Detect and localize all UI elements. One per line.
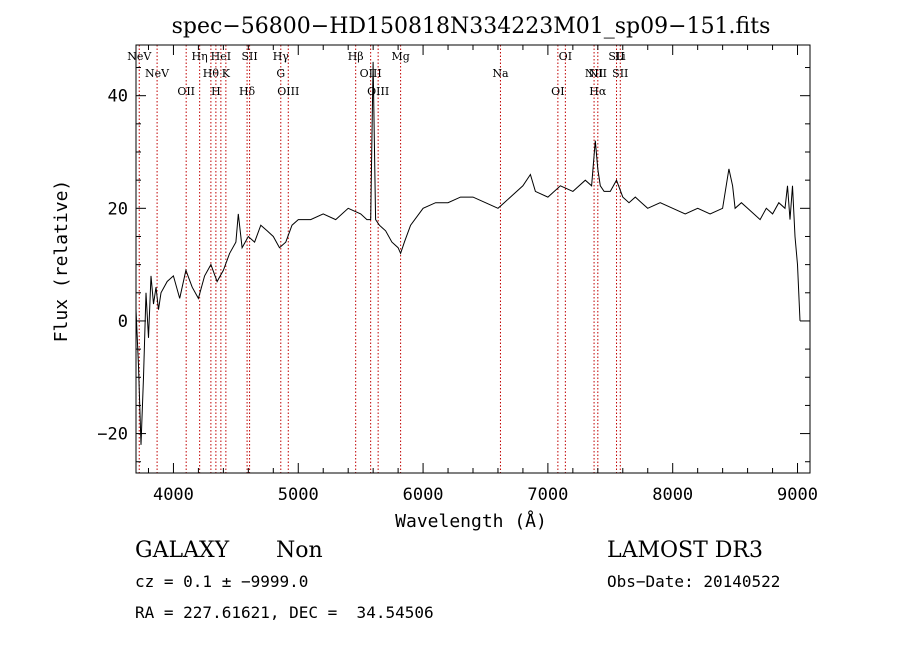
line-marker-label: Na <box>492 67 509 80</box>
line-marker-label: K <box>222 67 231 80</box>
line-marker-label: Hβ <box>348 50 364 63</box>
coordinates-text: RA = 227.61621, DEC = 34.54506 <box>135 603 434 622</box>
line-marker-label: G <box>276 67 285 80</box>
axes: 4000 5000 6000 7000 8000 9000 −20 0 20 40 <box>97 45 818 505</box>
obs-date-text: Obs−Date: 20140522 <box>607 572 781 591</box>
x-tick-label: 9000 <box>777 485 818 505</box>
line-marker-label: NII <box>589 67 607 80</box>
line-marker-label: HeI <box>211 50 231 63</box>
line-marker-label: Hθ <box>203 67 220 80</box>
emission-line-markers: NeV NeV OII Hη Hθ H HeI K Hδ SII G Hγ OIII Hβ OIII OIII… <box>127 45 628 473</box>
redshift-text: cz = 0.1 ± −9999.0 <box>135 572 309 591</box>
line-marker-label: H <box>211 85 221 98</box>
line-marker-label: NeV <box>127 50 152 63</box>
y-axis-label: Flux (relative) <box>51 180 72 343</box>
line-marker-label: OIII <box>277 85 299 98</box>
y-tick-label: 40 <box>108 87 128 107</box>
y-tick-label: 20 <box>108 199 128 219</box>
x-tick-label: 4000 <box>153 485 194 505</box>
line-marker-label: Hη <box>192 50 208 63</box>
y-tick-label: 0 <box>118 312 128 332</box>
x-tick-label: 5000 <box>278 485 319 505</box>
survey-label: LAMOST DR3 <box>607 538 763 563</box>
object-subclass: Non <box>276 538 323 563</box>
line-marker-label: OI <box>551 85 564 98</box>
line-marker-label: OIII <box>367 85 389 98</box>
line-marker-label: Hγ <box>273 50 290 63</box>
y-tick-label: −20 <box>97 425 128 445</box>
line-marker-label: SII <box>241 50 257 63</box>
plot-frame <box>135 44 811 474</box>
x-tick-label: 8000 <box>652 485 693 505</box>
line-marker-label: NII <box>585 67 603 80</box>
spectrum-series <box>135 61 801 445</box>
line-marker-label: Hα <box>589 85 607 98</box>
line-marker-label: NeV <box>145 67 170 80</box>
line-marker-label: SII <box>612 67 628 80</box>
line-marker-label: Li <box>615 50 626 63</box>
line-marker-label: Mg <box>391 50 409 63</box>
line-marker-label: OIII <box>360 67 382 80</box>
x-tick-label: 7000 <box>527 485 568 505</box>
x-tick-label: 6000 <box>403 485 444 505</box>
chart-title: spec−56800−HD150818N334223M01_sp09−151.f… <box>172 14 771 39</box>
line-marker-label: OII <box>177 85 195 98</box>
spectrum-line <box>135 61 801 445</box>
line-marker-label: Hδ <box>239 85 256 98</box>
x-axis-label: Wavelength (Å) <box>395 510 547 532</box>
object-class: GALAXY <box>135 538 230 563</box>
line-marker-label: OI <box>559 50 572 63</box>
